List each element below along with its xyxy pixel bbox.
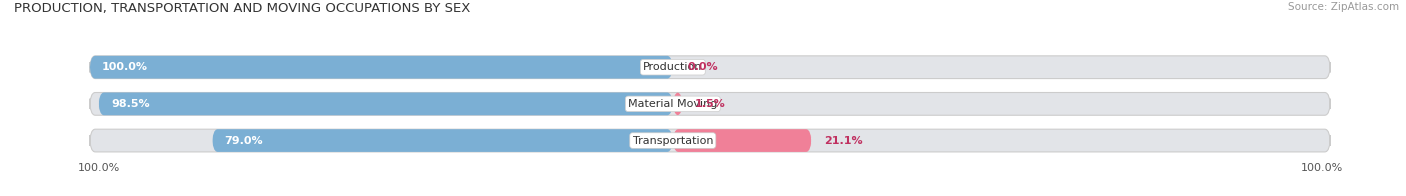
FancyBboxPatch shape bbox=[673, 129, 811, 152]
Text: 100.0%: 100.0% bbox=[77, 163, 120, 173]
Text: Transportation: Transportation bbox=[633, 136, 713, 146]
FancyBboxPatch shape bbox=[98, 93, 673, 115]
Text: Material Moving: Material Moving bbox=[628, 99, 717, 109]
FancyBboxPatch shape bbox=[673, 93, 683, 115]
Text: 100.0%: 100.0% bbox=[103, 62, 148, 72]
FancyBboxPatch shape bbox=[90, 93, 1330, 115]
FancyBboxPatch shape bbox=[90, 56, 673, 79]
Text: 98.5%: 98.5% bbox=[111, 99, 149, 109]
Text: PRODUCTION, TRANSPORTATION AND MOVING OCCUPATIONS BY SEX: PRODUCTION, TRANSPORTATION AND MOVING OC… bbox=[14, 2, 471, 15]
FancyBboxPatch shape bbox=[90, 129, 1330, 152]
Text: 21.1%: 21.1% bbox=[824, 136, 862, 146]
FancyBboxPatch shape bbox=[90, 56, 1330, 79]
Text: 0.0%: 0.0% bbox=[688, 62, 718, 72]
FancyBboxPatch shape bbox=[212, 129, 673, 152]
Text: 1.5%: 1.5% bbox=[695, 99, 725, 109]
Text: 79.0%: 79.0% bbox=[225, 136, 263, 146]
Text: 100.0%: 100.0% bbox=[1301, 163, 1343, 173]
Text: Source: ZipAtlas.com: Source: ZipAtlas.com bbox=[1288, 2, 1399, 12]
Text: Production: Production bbox=[643, 62, 703, 72]
